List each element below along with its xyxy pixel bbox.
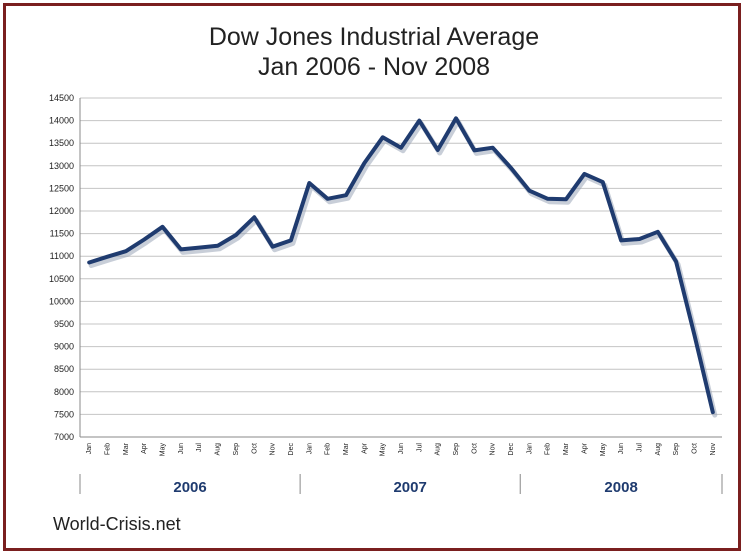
- y-tick-label: 14000: [49, 116, 74, 126]
- y-tick-label: 9000: [54, 342, 74, 352]
- y-tick-label: 13500: [49, 138, 74, 148]
- y-tick-label: 9500: [54, 319, 74, 329]
- x-tick-label: Sep: [673, 443, 680, 456]
- chart-frame: [3, 3, 741, 551]
- x-tick-label: Oct: [471, 443, 478, 454]
- x-tick-label: Nov: [490, 443, 497, 456]
- x-tick-label: Jul: [416, 443, 423, 452]
- x-tick-label: Feb: [105, 443, 112, 455]
- year-label: 2007: [393, 479, 426, 496]
- x-tick-label: Aug: [215, 443, 222, 456]
- x-tick-label: Jan: [306, 443, 313, 454]
- year-label: 2008: [604, 479, 637, 496]
- y-tick-label: 13000: [49, 161, 74, 171]
- y-tick-label: 8500: [54, 364, 74, 374]
- x-tick-label: Aug: [655, 443, 662, 456]
- series-line: [87, 116, 715, 415]
- x-tick-label: Mar: [123, 442, 130, 455]
- x-tick-label: Mar: [343, 442, 350, 455]
- x-tick-label: Jun: [178, 443, 185, 454]
- x-tick-label: Jan: [526, 443, 533, 454]
- x-tick-label: Feb: [325, 443, 332, 455]
- credit-text: World-Crisis.net: [53, 514, 181, 534]
- y-tick-label: 7000: [54, 432, 74, 442]
- x-tick-label: Oct: [251, 443, 258, 454]
- chart-title-line1: Dow Jones Industrial Average: [208, 23, 540, 51]
- year-label: 2006: [173, 479, 206, 496]
- x-tick-label: May: [160, 443, 167, 457]
- x-tick-label: Dec: [508, 443, 515, 456]
- x-tick-label: May: [380, 443, 387, 457]
- x-tick-label: Nov: [710, 443, 717, 456]
- x-tick-label: Apr: [361, 442, 368, 454]
- chart-subtitle: Jan 2006 - Nov 2008: [257, 53, 491, 81]
- y-tick-label: 11500: [50, 229, 74, 239]
- x-tick-label: Oct: [691, 443, 698, 454]
- y-tick-label: 11000: [50, 251, 74, 261]
- x-tick-label: Jul: [196, 443, 203, 452]
- x-tick-label: Jul: [636, 443, 643, 452]
- x-tick-label: Sep: [453, 443, 460, 456]
- y-tick-label: 12000: [49, 206, 74, 216]
- x-tick-label: Feb: [545, 443, 552, 455]
- x-tick-label: Mar: [563, 442, 570, 455]
- x-tick-label: Dec: [288, 443, 295, 456]
- x-tick-label: Apr: [141, 442, 148, 454]
- y-tick-label: 8000: [54, 387, 74, 397]
- y-tick-label: 10500: [49, 274, 74, 284]
- x-tick-label: Nov: [270, 443, 277, 456]
- x-tick-label: Aug: [435, 443, 442, 456]
- y-tick-label: 12500: [49, 183, 74, 193]
- x-tick-label: Jun: [398, 443, 405, 454]
- y-tick-label: 10000: [49, 296, 74, 306]
- x-tick-label: May: [600, 443, 607, 457]
- chart-title: Dow Jones Industrial Average Jan 2006 - …: [0, 22, 748, 82]
- x-tick-label: Apr: [581, 442, 588, 454]
- y-tick-label: 7500: [54, 409, 74, 419]
- x-tick-label: Sep: [233, 443, 240, 456]
- y-tick-label: 14500: [49, 93, 74, 103]
- x-tick-label: Jan: [86, 443, 93, 454]
- x-tick-label: Jun: [618, 443, 625, 454]
